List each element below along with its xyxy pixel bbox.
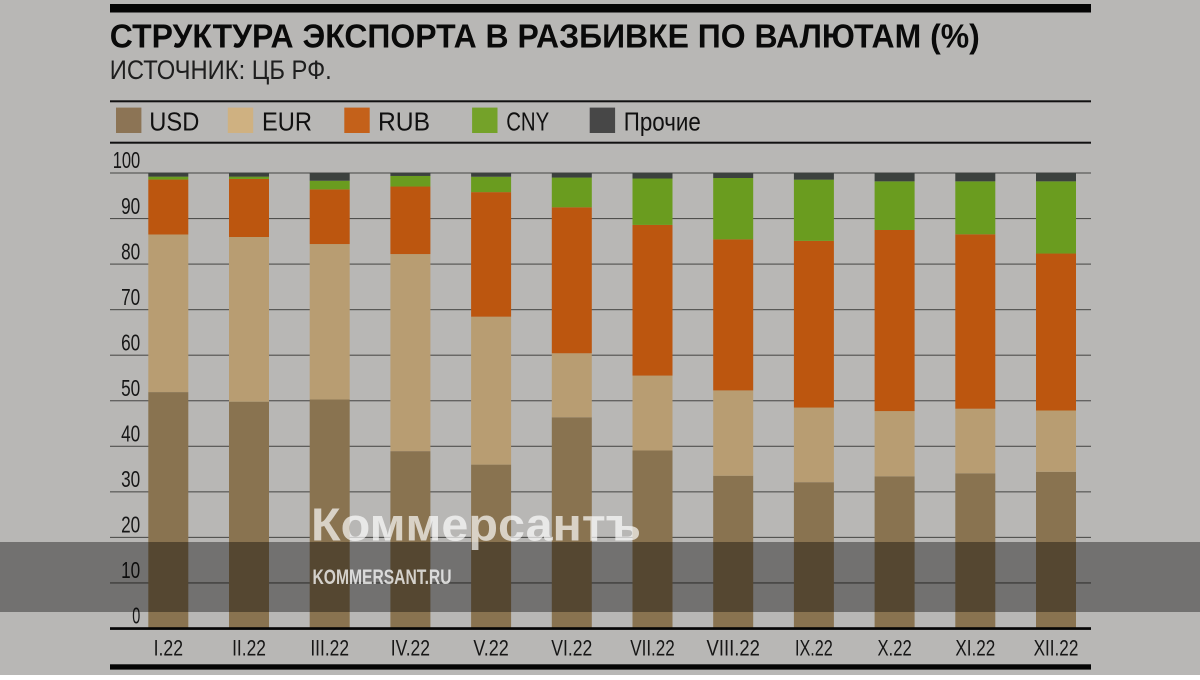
svg-text:90: 90 [121, 193, 140, 219]
svg-text:XII.22: XII.22 [1034, 635, 1079, 660]
svg-text:0: 0 [132, 603, 140, 629]
svg-text:EUR: EUR [262, 107, 312, 137]
svg-text:VIII.22: VIII.22 [707, 635, 760, 660]
svg-text:I.22: I.22 [154, 635, 183, 660]
svg-text:IX.22: IX.22 [795, 635, 833, 660]
svg-text:V.22: V.22 [473, 635, 508, 660]
svg-text:80: 80 [121, 238, 140, 264]
svg-text:50: 50 [121, 375, 140, 401]
svg-text:VI.22: VI.22 [551, 635, 592, 660]
svg-text:70: 70 [121, 284, 140, 310]
svg-text:20: 20 [121, 512, 140, 538]
svg-text:RUB: RUB [378, 107, 430, 137]
svg-text:X.22: X.22 [877, 635, 911, 660]
svg-text:IV.22: IV.22 [391, 635, 430, 660]
svg-text:10: 10 [121, 557, 140, 583]
svg-text:СТРУКТУРА ЭКСПОРТА В РАЗБИВКЕ: СТРУКТУРА ЭКСПОРТА В РАЗБИВКЕ ПО ВАЛЮТАМ… [110, 18, 980, 55]
svg-text:KOMMERSANT.RU: KOMMERSANT.RU [313, 565, 452, 589]
svg-text:60: 60 [121, 329, 140, 355]
svg-text:II.22: II.22 [232, 635, 266, 660]
svg-text:Коммерсантъ: Коммерсантъ [311, 498, 641, 550]
svg-text:100: 100 [113, 147, 141, 173]
svg-text:III.22: III.22 [310, 635, 349, 660]
svg-text:Прочие: Прочие [624, 107, 701, 137]
svg-text:CNY: CNY [506, 107, 549, 137]
svg-text:40: 40 [121, 421, 140, 447]
svg-text:30: 30 [121, 466, 140, 492]
svg-text:VII.22: VII.22 [630, 635, 675, 660]
svg-text:ИСТОЧНИК: ЦБ РФ.: ИСТОЧНИК: ЦБ РФ. [110, 55, 332, 85]
svg-text:XI.22: XI.22 [955, 635, 995, 660]
svg-text:USD: USD [149, 107, 199, 137]
